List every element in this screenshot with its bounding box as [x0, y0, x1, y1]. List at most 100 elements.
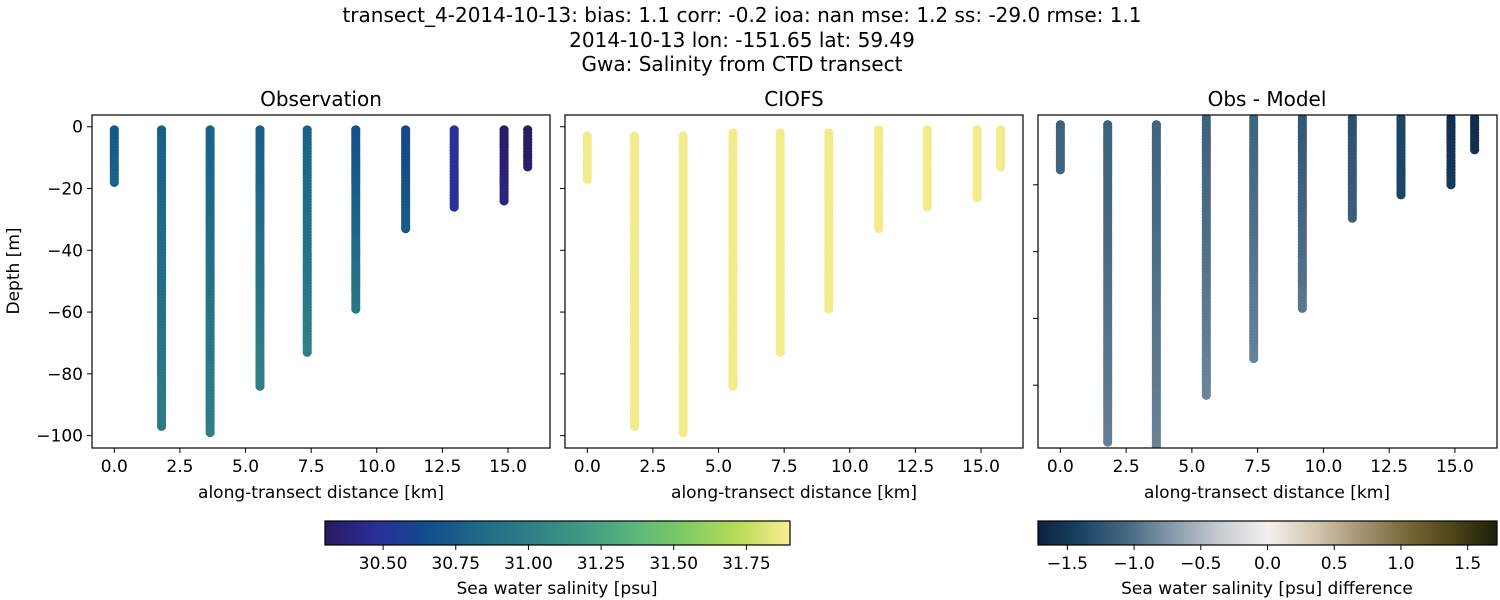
x-tick-label: 0.0	[574, 457, 601, 477]
data-point	[678, 427, 688, 438]
x-ticks-obs-minus-model: 0.0 2.5 5.0 7.5 10.0 12.5 15.0	[1047, 448, 1474, 477]
x-tick-label: 5.0	[232, 457, 259, 477]
colorbar-tick-label: 30.75	[431, 554, 480, 574]
colorbar-tick-label: 31.25	[577, 554, 626, 574]
y-tick-label: −100	[36, 427, 83, 447]
x-tick-label: 7.5	[771, 457, 798, 477]
x-axis-label-obs-minus-model: along-transect distance [km]	[1144, 483, 1390, 503]
x-tick-label: 0.0	[1047, 457, 1074, 477]
difference-data-points	[1055, 115, 1480, 448]
panel-obs-minus-model: Obs - Model 0.0 2.5 5.0 7.5 10.0 12.5 15.0 alo…	[1033, 87, 1498, 503]
data-point	[499, 196, 509, 206]
panel-observation: Observation 0.0 2.5 5.0 7.5 10.0 12.5 15.0 0 −2…	[4, 87, 551, 503]
y-axis-label: Depth [m]	[4, 227, 24, 314]
data-point	[109, 177, 119, 187]
data-point	[996, 162, 1006, 172]
data-point	[1103, 437, 1113, 447]
data-point	[1347, 213, 1357, 223]
data-point	[775, 347, 785, 357]
figure-suptitle: transect_4-2014-10-13: bias: 1.1 corr: -…	[0, 3, 1484, 77]
data-point	[972, 193, 982, 203]
data-point	[401, 224, 411, 234]
x-axis-label-ciofs: along-transect distance [km]	[671, 483, 917, 503]
data-point	[302, 347, 312, 357]
colorbar-tick-label: 1.5	[1454, 554, 1481, 574]
data-point	[728, 381, 738, 391]
colorbar-tick-label: 0.0	[1254, 554, 1281, 574]
y-tick-label: 0	[72, 118, 83, 138]
colorbar-difference: −1.5 −1.0 −0.5 0.0 0.5 1.0 1.5 Sea water salin…	[1037, 520, 1498, 599]
data-point	[205, 427, 215, 438]
suptitle-line-metrics: transect_4-2014-10-13: bias: 1.1 corr: -…	[342, 3, 1142, 27]
y-ticks-ciofs	[560, 126, 565, 437]
axes-frame-ciofs	[564, 114, 1024, 449]
data-point	[523, 162, 533, 172]
x-tick-label: 12.5	[896, 457, 934, 477]
colorbar-tick-label: 31.50	[649, 554, 698, 574]
axes-frame-obs-minus-model	[1037, 114, 1498, 449]
data-point	[449, 202, 459, 212]
data-point	[922, 202, 932, 212]
x-tick-label: 10.0	[358, 457, 396, 477]
panel-title-obs-minus-model: Obs - Model	[1208, 87, 1327, 111]
data-point	[255, 381, 265, 391]
x-tick-label: 2.5	[166, 457, 193, 477]
colorbar-tick-label: 1.0	[1387, 554, 1414, 574]
x-tick-label: 12.5	[423, 457, 461, 477]
x-tick-label: 7.5	[1244, 457, 1271, 477]
panel-ciofs: CIOFS 0.0 2.5 5.0 7.5 10.0 12.5 15.0 along-tra…	[560, 87, 1024, 503]
data-point	[1297, 303, 1307, 313]
data-point	[824, 304, 834, 314]
data-point	[1396, 190, 1406, 200]
colorbar-difference-ticks: −1.5 −1.0 −0.5 0.0 0.5 1.0 1.5	[1047, 545, 1481, 574]
data-point	[1249, 353, 1259, 364]
data-point	[1055, 165, 1065, 175]
data-point	[1470, 145, 1480, 155]
colorbar-tick-label: 31.75	[722, 554, 771, 574]
colorbar-tick-label: 30.50	[359, 554, 408, 574]
x-tick-label: 2.5	[639, 457, 666, 477]
y-ticks-observation: 0 −20 −40 −60 −80 −100	[36, 118, 92, 447]
x-tick-label: 15.0	[489, 457, 527, 477]
data-point	[582, 174, 592, 184]
x-tick-label: 10.0	[1304, 457, 1342, 477]
colorbar-salinity-gradient	[324, 520, 791, 546]
colorbar-tick-label: −0.5	[1180, 554, 1221, 574]
x-ticks-ciofs: 0.0 2.5 5.0 7.5 10.0 12.5 15.0	[574, 448, 1000, 477]
colorbar-tick-label: −1.0	[1113, 554, 1154, 574]
suptitle-line-description: Gwa: Salinity from CTD transect	[581, 52, 903, 76]
ciofs-data-points	[582, 125, 1006, 438]
colorbar-salinity-ticks: 30.50 30.75 31.00 31.25 31.50 31.75	[359, 545, 771, 574]
data-point	[1151, 444, 1161, 448]
colorbar-difference-gradient	[1037, 520, 1498, 546]
data-point	[1446, 180, 1456, 190]
data-point	[629, 421, 640, 431]
data-point	[351, 304, 361, 314]
data-point	[874, 224, 884, 234]
colorbar-difference-label: Sea water salinity [psu] difference	[1121, 579, 1413, 599]
colorbar-tick-label: −1.5	[1047, 554, 1088, 574]
colorbar-salinity-label: Sea water salinity [psu]	[457, 579, 658, 599]
colorbar-tick-label: 0.5	[1321, 554, 1348, 574]
observation-data-points	[109, 125, 533, 438]
suptitle-line-location: 2014-10-13 lon: -151.65 lat: 59.49	[569, 27, 915, 52]
y-ticks-obs-minus-model	[1033, 184, 1038, 386]
x-tick-label: 5.0	[705, 457, 732, 477]
x-tick-label: 2.5	[1113, 457, 1140, 477]
colorbar-tick-label: 31.00	[504, 554, 553, 574]
x-axis-label-observation: along-transect distance [km]	[198, 483, 444, 503]
y-tick-label: −60	[47, 303, 83, 323]
x-tick-label: 7.5	[298, 457, 325, 477]
data-point	[1201, 390, 1211, 400]
x-tick-label: 10.0	[831, 457, 869, 477]
colorbar-salinity: 30.50 30.75 31.00 31.25 31.50 31.75 Sea water…	[324, 520, 791, 599]
y-tick-label: −80	[47, 365, 83, 385]
x-tick-label: 5.0	[1178, 457, 1205, 477]
x-tick-label: 15.0	[962, 457, 1000, 477]
x-tick-label: 12.5	[1370, 457, 1408, 477]
y-tick-label: −20	[47, 180, 83, 200]
y-tick-label: −40	[47, 241, 83, 261]
panel-title-observation: Observation	[260, 87, 382, 111]
data-point	[156, 421, 167, 431]
